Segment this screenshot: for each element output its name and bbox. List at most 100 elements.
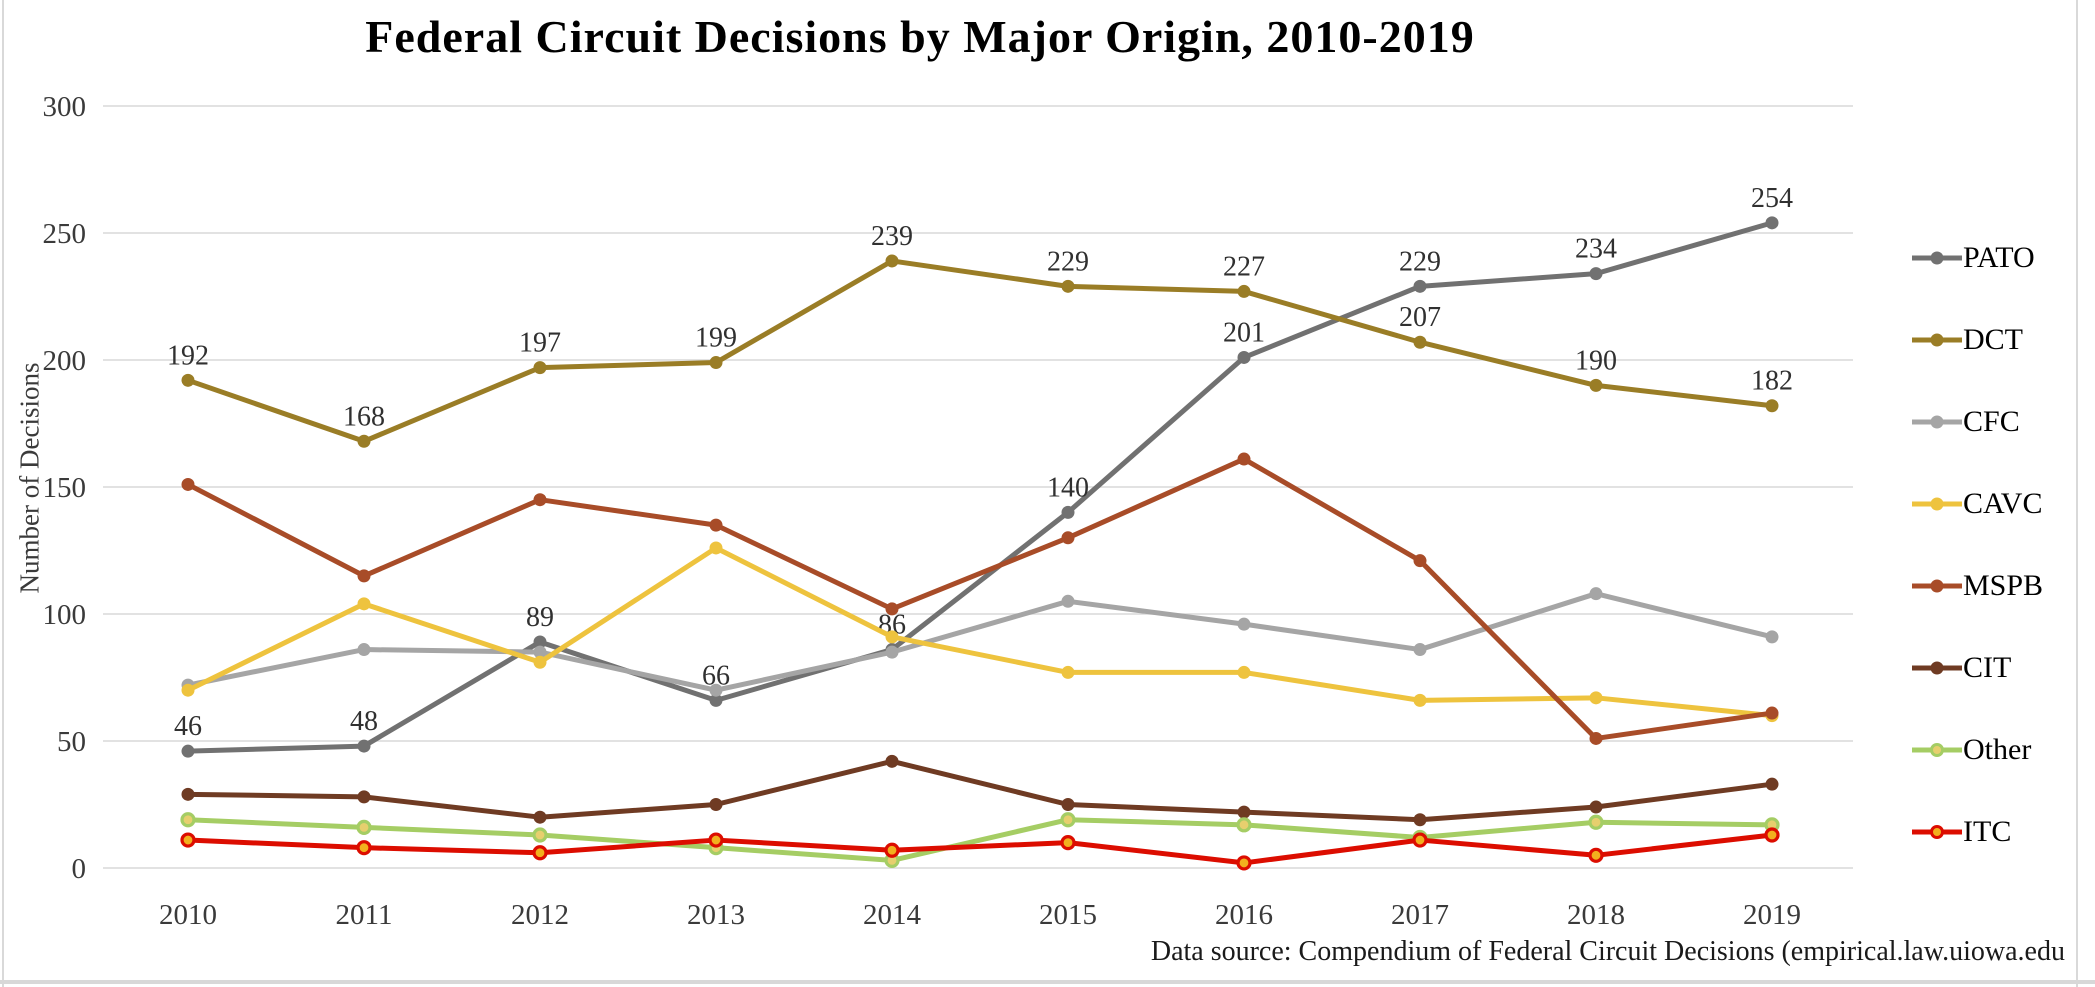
data-point-ITC — [1588, 847, 1604, 863]
data-point-MSPB — [181, 477, 195, 491]
data-point-CIT — [709, 798, 723, 811]
data-point-MSPB — [1765, 706, 1779, 720]
data-point-ITC — [356, 840, 372, 856]
data-point-PATO — [533, 635, 547, 649]
data-point-PATO — [357, 739, 371, 753]
data-point-CFC — [1589, 587, 1603, 601]
data-point-CFC — [357, 643, 371, 657]
data-point-PATO — [709, 693, 723, 707]
data-point-Other — [1236, 817, 1252, 833]
legend-marker-CFC — [1912, 415, 1962, 429]
data-label-DCT: 197 — [519, 328, 561, 359]
data-point-MSPB — [533, 493, 547, 507]
data-point-CIT — [885, 754, 899, 768]
data-label-DCT: 227 — [1223, 251, 1265, 282]
x-axis-tick-label: 2013 — [687, 899, 745, 931]
data-label-PATO: 140 — [1047, 472, 1089, 503]
data-source-note: Data source: Compendium of Federal Circu… — [1150, 936, 2065, 967]
data-point-DCT — [1413, 335, 1427, 349]
y-axis-tick-label: 50 — [57, 726, 86, 758]
data-point-PATO — [1413, 279, 1427, 293]
x-axis-tick-label: 2010 — [159, 899, 217, 931]
data-point-ITC — [884, 842, 900, 858]
data-point-CIT — [533, 810, 547, 824]
legend-item-DCT: DCT — [1912, 324, 2023, 356]
series-line-MSPB — [185, 456, 1775, 741]
data-point-CIT — [357, 790, 371, 804]
y-axis-tick-label: 250 — [43, 218, 87, 250]
data-point-PATO — [181, 744, 195, 758]
legend-label: PATO — [1963, 241, 2035, 274]
data-label-PATO: 254 — [1751, 183, 1793, 214]
legend-marker-ITC — [1912, 825, 1962, 839]
data-label-PATO: 229 — [1399, 246, 1441, 277]
series-line-DCT — [185, 258, 1775, 444]
data-point-CFC — [1765, 630, 1779, 644]
data-point-CIT — [1237, 805, 1251, 819]
legend-label: DCT — [1963, 323, 2023, 356]
data-point-CAVC — [1413, 693, 1427, 707]
data-point-DCT — [1237, 284, 1251, 298]
data-point-ITC — [1764, 827, 1780, 843]
data-label-PATO: 48 — [350, 706, 378, 737]
data-label-PATO: 46 — [174, 711, 202, 742]
series-line-CFC — [185, 591, 1775, 693]
legend-item-CAVC: CAVC — [1912, 488, 2042, 520]
data-label-DCT: 192 — [167, 340, 209, 371]
chart-title: Federal Circuit Decisions by Major Origi… — [365, 11, 1475, 62]
data-label-DCT: 229 — [1047, 246, 1089, 277]
data-point-MSPB — [885, 602, 899, 616]
data-point-Other — [180, 812, 196, 828]
y-axis-tick-label: 200 — [43, 345, 87, 377]
legend-item-ITC: ITC — [1912, 816, 2011, 848]
data-point-ITC — [1060, 834, 1076, 851]
legend-label: CIT — [1963, 651, 2012, 684]
data-point-DCT — [181, 373, 195, 387]
x-axis-tick-label: 2016 — [1215, 899, 1273, 931]
chart-border-right — [2076, 0, 2078, 987]
data-point-CIT — [1061, 798, 1075, 811]
data-point-Other — [1588, 814, 1604, 830]
x-axis-tick-label: 2011 — [336, 899, 393, 931]
data-point-DCT — [1061, 279, 1075, 293]
series-line-CIT — [185, 758, 1775, 823]
data-point-Other — [1060, 812, 1076, 828]
data-label-PATO: 234 — [1575, 234, 1617, 265]
series-line-ITC — [185, 832, 1775, 866]
data-point-DCT — [1589, 378, 1603, 392]
legend-marker-Other — [1912, 743, 1962, 757]
data-point-MSPB — [1237, 452, 1251, 466]
x-axis-tick-label: 2014 — [863, 899, 922, 931]
data-point-CAVC — [885, 630, 899, 644]
data-point-MSPB — [1589, 731, 1603, 745]
data-point-CAVC — [1237, 665, 1251, 679]
legend-marker-MSPB — [1912, 579, 1962, 593]
data-point-PATO — [1589, 267, 1603, 281]
data-label-DCT: 182 — [1751, 366, 1793, 397]
data-point-CAVC — [1061, 665, 1075, 679]
data-label-PATO: 89 — [526, 602, 554, 633]
y-axis-tick-label: 0 — [72, 853, 87, 885]
data-point-Other — [532, 827, 548, 843]
legend-label: Other — [1963, 733, 2032, 766]
data-point-CIT — [1589, 800, 1603, 814]
legend-marker-DCT — [1912, 333, 1962, 347]
series-line-Other — [185, 817, 1775, 863]
data-point-Other — [356, 819, 372, 835]
series-line-CAVC — [185, 545, 1775, 719]
legend-item-CFC: CFC — [1912, 406, 2020, 438]
data-point-PATO — [1237, 350, 1251, 364]
data-point-CAVC — [533, 655, 547, 669]
legend-marker-CAVC — [1912, 497, 1962, 511]
data-point-MSPB — [1413, 554, 1427, 568]
series-line-PATO — [185, 220, 1775, 754]
data-point-CFC — [533, 645, 547, 659]
chart-border-left — [2, 0, 4, 987]
data-point-CFC — [885, 645, 899, 659]
data-point-CFC — [1061, 594, 1075, 608]
legend-item-Other: Other — [1912, 734, 2031, 766]
data-point-DCT — [533, 361, 547, 375]
data-point-ITC — [1412, 832, 1428, 848]
